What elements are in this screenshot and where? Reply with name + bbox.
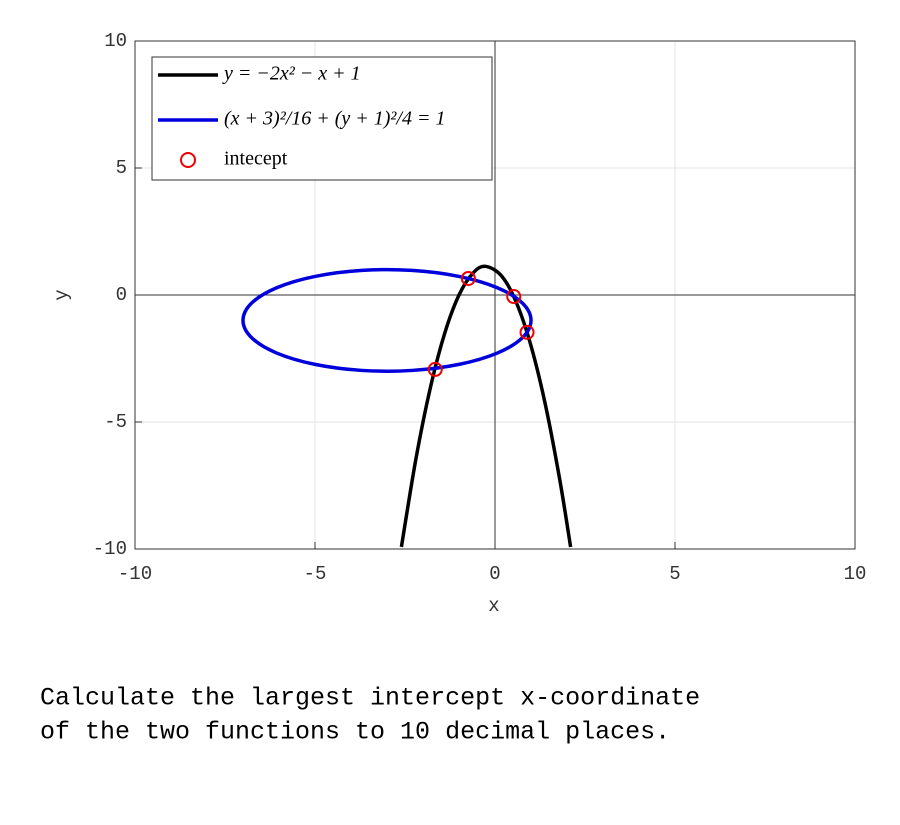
y-tick-label: 0 (116, 284, 127, 306)
x-tick-label: 5 (669, 563, 680, 585)
legend-label: intecept (224, 148, 288, 170)
intercept-marker (506, 289, 522, 305)
y-tick-label: 10 (104, 30, 127, 52)
legend-label: (x + 3)²/16 + (y + 1)²/4 = 1 (224, 108, 445, 130)
legend-label: y = −2x² − x + 1 (222, 63, 361, 85)
x-tick-label: 0 (489, 563, 500, 585)
curve (241, 267, 533, 373)
y-tick-label: -5 (104, 411, 127, 433)
x-tick-label: -5 (304, 563, 327, 585)
y-axis-label: y (51, 289, 73, 300)
legend-marker (180, 152, 196, 168)
question-line: of the two functions to 10 decimal place… (40, 718, 670, 747)
intercept-marker (519, 324, 535, 340)
plot-frame (134, 40, 856, 550)
curve (399, 264, 573, 548)
question-line: Calculate the largest intercept x-coordi… (40, 684, 700, 713)
intercept-marker (460, 270, 476, 286)
y-tick-label: 5 (116, 157, 127, 179)
x-axis-label: x (488, 595, 499, 617)
y-tick-label: -10 (93, 538, 127, 560)
x-tick-label: -10 (118, 563, 152, 585)
x-tick-label: 10 (844, 563, 867, 585)
legend-box (151, 56, 493, 181)
intercept-marker (427, 361, 443, 377)
